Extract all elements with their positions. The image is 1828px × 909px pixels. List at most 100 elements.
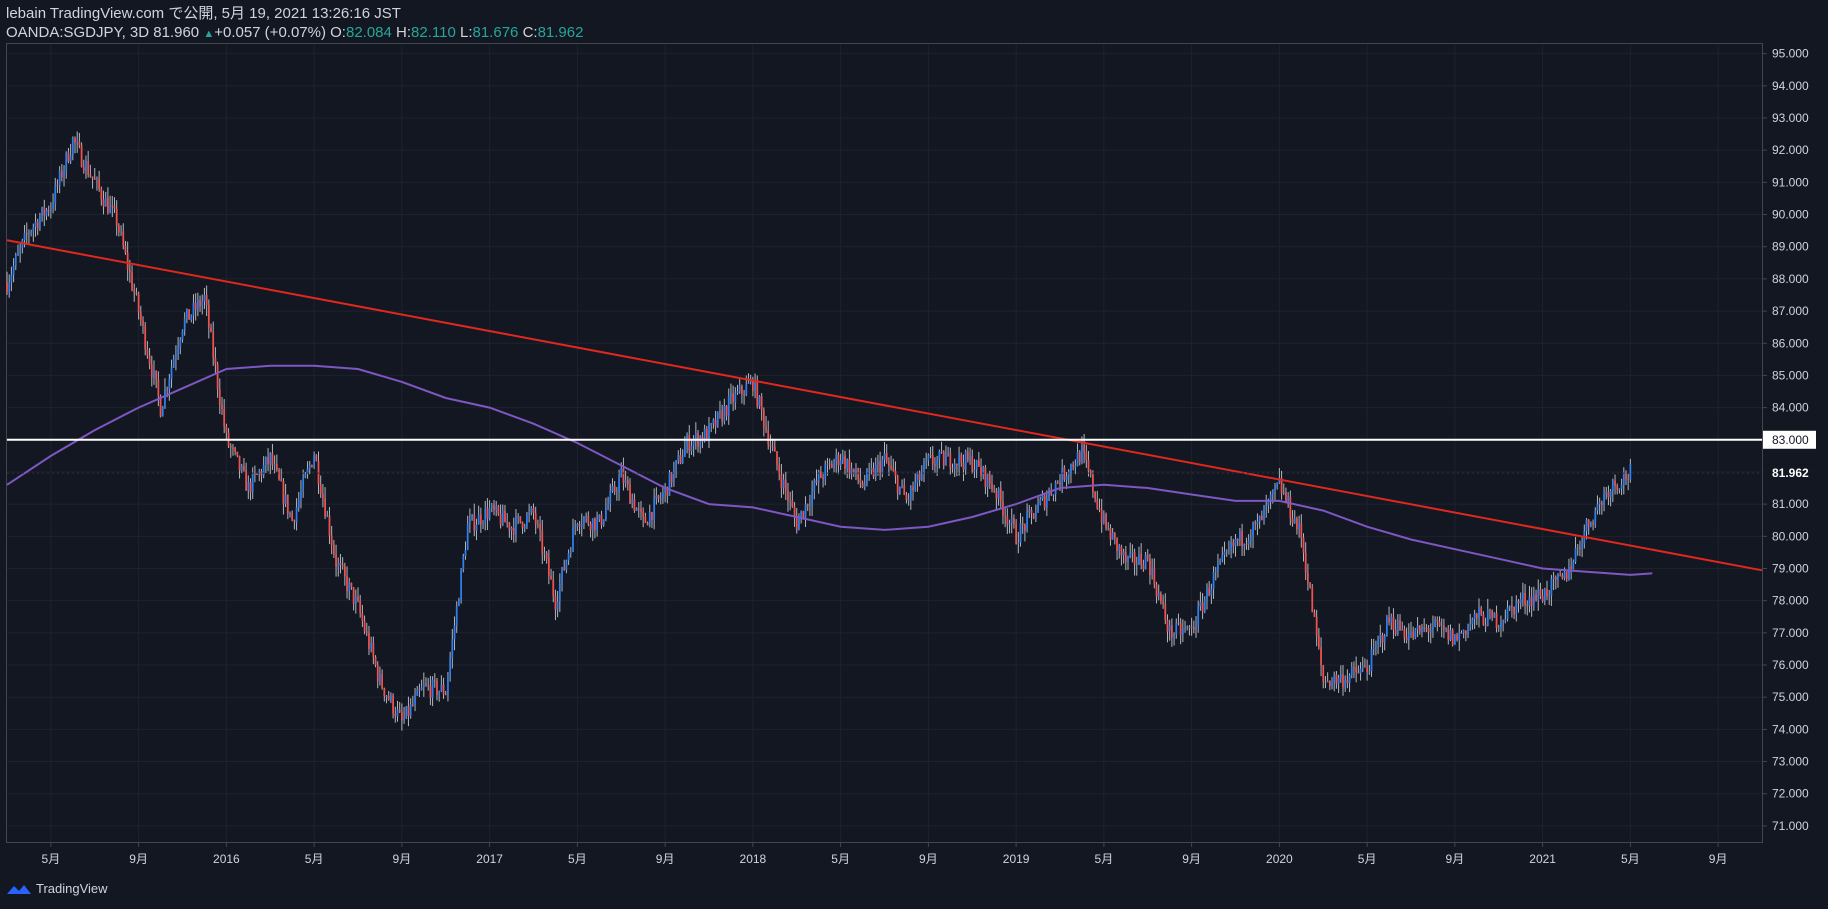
candle-body bbox=[558, 583, 561, 602]
candle-body bbox=[804, 504, 807, 518]
candle-body bbox=[1131, 552, 1134, 554]
candle-body bbox=[537, 524, 539, 526]
candle-body bbox=[475, 524, 478, 531]
candle-body bbox=[473, 514, 476, 531]
candle-body bbox=[1102, 514, 1105, 523]
candle-body bbox=[403, 717, 405, 721]
candle-body bbox=[1300, 523, 1303, 538]
candle-body bbox=[1223, 551, 1226, 555]
candle-body bbox=[100, 188, 103, 200]
candle-body bbox=[1019, 523, 1022, 543]
candle-body bbox=[1596, 504, 1599, 511]
candle-body bbox=[993, 489, 996, 492]
candle-body bbox=[1140, 553, 1143, 566]
candle-body bbox=[817, 471, 820, 483]
trendline[interactable] bbox=[6, 239, 1763, 572]
candle-body bbox=[284, 494, 287, 504]
candle-body bbox=[56, 185, 59, 187]
candle-body bbox=[1590, 522, 1592, 527]
footer-branding[interactable]: TradingView bbox=[6, 881, 108, 896]
candle-body bbox=[622, 468, 625, 484]
candle-body bbox=[964, 451, 967, 470]
candle-body bbox=[181, 330, 184, 340]
candle-body bbox=[745, 383, 748, 396]
candle-body bbox=[1539, 589, 1542, 597]
candle-body bbox=[1078, 452, 1081, 463]
candle-body bbox=[1469, 624, 1472, 627]
candle-body bbox=[1353, 667, 1355, 669]
candle-body bbox=[675, 460, 677, 469]
candle-body bbox=[416, 689, 419, 696]
candle-body bbox=[1449, 629, 1452, 640]
candle-body bbox=[102, 199, 105, 207]
candle-body bbox=[1149, 558, 1151, 576]
candle-body bbox=[1024, 524, 1026, 531]
candle-body bbox=[262, 465, 265, 476]
candle-body bbox=[798, 518, 800, 531]
candle-body bbox=[256, 474, 258, 476]
close-value: 81.962 bbox=[537, 24, 584, 41]
y-tick-label: 90.000 bbox=[1772, 208, 1809, 222]
candle-body bbox=[962, 462, 965, 470]
candle-body bbox=[920, 473, 923, 480]
candle-body bbox=[1230, 542, 1232, 551]
candle-body bbox=[662, 492, 664, 499]
candle-body bbox=[1155, 584, 1158, 597]
low-label: L: bbox=[459, 24, 473, 41]
candle-body bbox=[1493, 613, 1496, 618]
candle-body bbox=[183, 318, 186, 331]
candle-body bbox=[793, 506, 796, 517]
candle-body bbox=[1048, 490, 1050, 498]
candle-body bbox=[596, 519, 598, 531]
candle-body bbox=[670, 472, 673, 483]
candle-body bbox=[449, 657, 452, 677]
candle-body bbox=[34, 221, 37, 227]
candle-body bbox=[510, 527, 513, 531]
candle-body bbox=[1627, 479, 1630, 481]
candle-body bbox=[931, 455, 934, 465]
candle-body bbox=[433, 679, 436, 681]
time-axis[interactable]: 5月 9月 2016 5月 9月 2017 5月 9月 2018 5月 9月 2019 5月 9月 2020… bbox=[42, 842, 1728, 866]
candle-body bbox=[1118, 546, 1121, 551]
candle-body bbox=[289, 512, 291, 514]
candle-body bbox=[1157, 593, 1160, 597]
candle-body bbox=[1214, 571, 1217, 573]
candle-body bbox=[727, 395, 730, 416]
candle-body bbox=[60, 170, 63, 178]
candle-body bbox=[1280, 478, 1283, 494]
candle-body bbox=[258, 471, 261, 475]
candle-body bbox=[1034, 512, 1037, 519]
candle-body bbox=[813, 480, 816, 492]
candle-body bbox=[477, 514, 480, 525]
candle-body bbox=[1032, 513, 1035, 519]
candle-body bbox=[784, 479, 787, 491]
candle-body bbox=[523, 526, 526, 529]
candle-body bbox=[385, 696, 388, 698]
candle-body bbox=[969, 456, 971, 461]
candle-body bbox=[550, 575, 552, 580]
high-value: 82.110 bbox=[411, 24, 456, 41]
candle-body bbox=[504, 510, 506, 523]
candle-body bbox=[199, 300, 201, 307]
candle-body bbox=[1570, 566, 1573, 570]
candle-body bbox=[1511, 605, 1513, 607]
candle-body bbox=[1432, 626, 1434, 630]
y-tick-label: 88.000 bbox=[1772, 272, 1809, 286]
candle-body bbox=[203, 295, 206, 301]
candle-body bbox=[703, 428, 706, 442]
candle-body bbox=[153, 370, 155, 378]
candle-body bbox=[1302, 537, 1305, 553]
candle-body bbox=[1245, 543, 1248, 545]
candle-body bbox=[466, 524, 469, 551]
candle-body bbox=[82, 166, 85, 172]
candle-body bbox=[1045, 497, 1048, 508]
candle-body bbox=[1522, 592, 1524, 599]
candle-body bbox=[324, 498, 326, 517]
candle-body bbox=[311, 465, 313, 467]
candle-body bbox=[188, 309, 190, 320]
candle-body bbox=[1133, 552, 1136, 565]
candle-body bbox=[800, 511, 803, 519]
candle-body bbox=[1076, 452, 1079, 467]
candle-body bbox=[598, 514, 601, 520]
